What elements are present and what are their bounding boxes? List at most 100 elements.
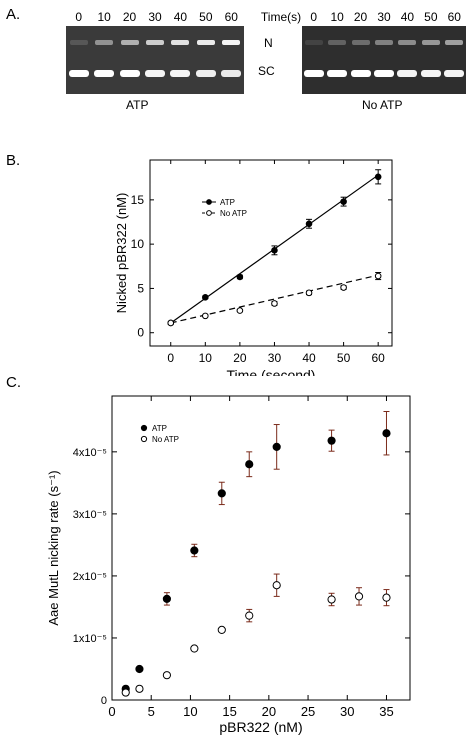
nicked-band [120, 40, 139, 45]
x-axis-label: pBR322 (nM) [219, 719, 302, 735]
data-point [327, 436, 336, 445]
lane-label: 10 [97, 10, 111, 24]
lane-label: 20 [122, 10, 137, 24]
nicked-band [421, 40, 440, 45]
y-tick-label: 0 [137, 326, 144, 340]
data-point [374, 173, 382, 181]
lane-label: 40 [173, 10, 188, 24]
data-point [272, 581, 281, 590]
data-point [202, 312, 209, 320]
gel-atp [66, 26, 244, 94]
data-point [271, 300, 278, 307]
nicked-band [146, 40, 164, 45]
gel-no-atp-caption: No ATP [362, 98, 403, 112]
supercoiled-band [374, 70, 394, 77]
lane-label: 10 [330, 10, 344, 24]
nicked-band [351, 40, 370, 45]
nicked-band [445, 40, 464, 45]
x-tick-label: 15 [222, 704, 236, 719]
legend-marker [140, 435, 148, 443]
lane-label: 60 [224, 10, 238, 24]
data-point [217, 625, 226, 634]
lane-label: 50 [424, 10, 438, 24]
nicked-band [328, 40, 347, 45]
data-point [382, 593, 391, 602]
data-point [340, 284, 347, 291]
nicked-band [398, 40, 417, 45]
data-point [190, 644, 199, 653]
plot-frame [111, 395, 411, 701]
chart-c: 0 5 10 15 20 25 30 35 0 1x10⁻⁵ 2x10⁻⁵ 3x10⁻⁵ 4x10⁻⁵ p… [46, 395, 411, 735]
y-tick-label: 15 [131, 193, 145, 207]
y-tick-label: 2x10⁻⁵ [73, 571, 107, 583]
y-tick-label: 1x10⁻⁵ [73, 633, 107, 645]
data-point [354, 592, 364, 601]
data-point [305, 289, 313, 297]
nicked-band [304, 40, 323, 45]
data-point [217, 489, 226, 498]
band-label-supercoiled: SC [258, 64, 275, 78]
supercoiled-band [68, 70, 89, 77]
supercoiled-band [327, 70, 348, 77]
x-tick-label: 40 [302, 351, 316, 365]
data-point [272, 442, 281, 451]
panel-a-letter: A. [6, 6, 21, 23]
x-tick-label: 50 [337, 351, 351, 365]
data-point [340, 198, 347, 205]
panel-c-letter: C. [6, 374, 21, 391]
nicked-band [375, 40, 393, 45]
x-tick-label: 25 [301, 704, 315, 719]
data-point [245, 460, 254, 469]
data-point [245, 611, 254, 620]
lane-label: 60 [447, 10, 461, 24]
data-point [236, 273, 244, 281]
nicked-band [196, 40, 215, 45]
x-tick-label: 35 [379, 704, 393, 719]
y-tick-label: 3x10⁻⁵ [73, 509, 107, 521]
data-point [202, 293, 209, 301]
x-tick-label: 60 [371, 351, 385, 365]
data-point [382, 429, 391, 438]
x-tick-label: 30 [340, 704, 354, 719]
nicked-band [222, 40, 241, 45]
data-point [374, 272, 382, 280]
legend-label: ATP [152, 424, 167, 433]
data-point [167, 319, 175, 327]
x-tick-label: 10 [199, 351, 213, 365]
band-label-nicked: N [264, 36, 273, 50]
supercoiled-band [420, 70, 441, 77]
data-point [271, 247, 278, 254]
data-point [327, 595, 336, 604]
data-point [121, 688, 130, 697]
lane-label: 40 [400, 10, 415, 24]
lane-label: 30 [377, 10, 391, 24]
data-point [162, 594, 171, 603]
x-tick-label: 0 [167, 351, 174, 365]
supercoiled-band [170, 70, 191, 77]
y-tick-label: 4x10⁻⁵ [73, 447, 107, 459]
x-tick-label: 20 [262, 704, 276, 719]
supercoiled-band [350, 70, 371, 77]
supercoiled-band [303, 70, 324, 77]
lane-label: 0 [310, 10, 318, 24]
y-tick-label: 5 [137, 281, 144, 295]
gel-atp-caption: ATP [126, 98, 149, 112]
supercoiled-band [145, 70, 165, 77]
nicked-band [95, 40, 114, 45]
gel-no-atp [302, 26, 466, 94]
data-point [135, 684, 144, 693]
chart-b: 0 10 20 30 40 50 60 0 5 10 15 Time (second) Nicked p… [114, 159, 393, 376]
data-point [135, 664, 144, 674]
legend-marker [206, 199, 212, 205]
lane-label: 50 [199, 10, 213, 24]
lane-label: 20 [353, 10, 368, 24]
panel-b-letter: B. [6, 152, 21, 169]
supercoiled-band [444, 70, 465, 77]
x-tick-label: 5 [148, 704, 155, 719]
x-tick-label: 20 [233, 351, 247, 365]
supercoiled-band [119, 70, 140, 77]
supercoiled-band [195, 70, 216, 77]
nicked-band [171, 40, 190, 45]
y-axis-label: Nicked pBR322 (nM) [114, 193, 129, 314]
lane-label: 30 [148, 10, 162, 24]
